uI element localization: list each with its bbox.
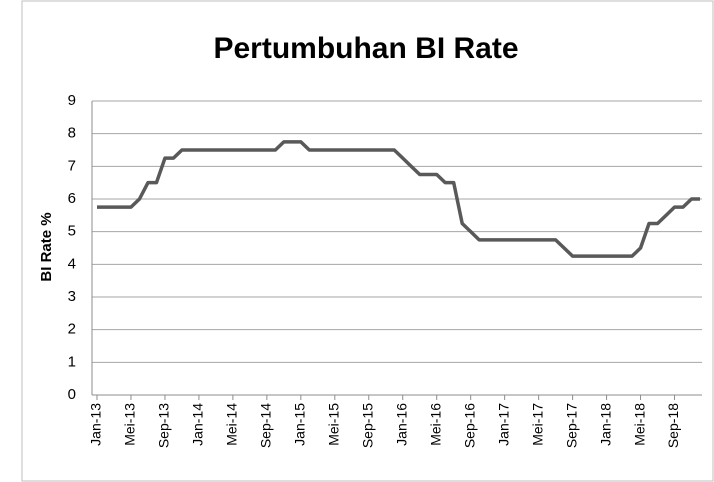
y-tick-label: 6 [68,190,76,207]
y-tick-label: 1 [68,353,76,370]
x-tick-label: Sep-16 [461,403,477,448]
y-tick-label: 5 [68,223,76,240]
x-tick-label: Jan-16 [393,403,409,446]
x-tick-label: Mei-16 [427,403,443,446]
x-tick-label: Jan-17 [495,403,511,446]
x-tick-label: Jan-14 [190,403,206,446]
x-tick-label: Mei-15 [326,403,342,446]
y-tick-label: 7 [68,157,76,174]
x-tick-label: Jan-18 [597,403,613,446]
y-axis-label: BI Rate % [38,212,55,281]
data-line [97,140,700,258]
x-tick-label: Mei-18 [631,403,647,446]
y-tick-label: 8 [68,125,76,142]
x-tick-label: Mei-17 [529,403,545,446]
chart-title: Pertumbuhan BI Rate [213,32,518,65]
y-tick-label: 4 [68,255,76,272]
x-tick-label: Jan-15 [292,403,308,446]
chart-frame [21,0,714,482]
y-tick-label: 0 [68,386,76,403]
y-tick-label: 3 [68,288,76,305]
x-tick-label: Sep-14 [258,403,274,448]
y-tick-label: 2 [68,321,76,338]
x-tick-label: Mei-13 [122,403,138,446]
x-tick-label: Sep-17 [563,403,579,448]
x-tick-label: Sep-18 [665,403,681,448]
x-tick-label: Mei-14 [224,403,240,446]
y-tick-label: 9 [68,92,76,109]
x-tick-label: Sep-15 [359,403,375,448]
x-tick-label: Sep-13 [156,403,172,448]
x-tick-label: Jan-13 [88,403,104,446]
